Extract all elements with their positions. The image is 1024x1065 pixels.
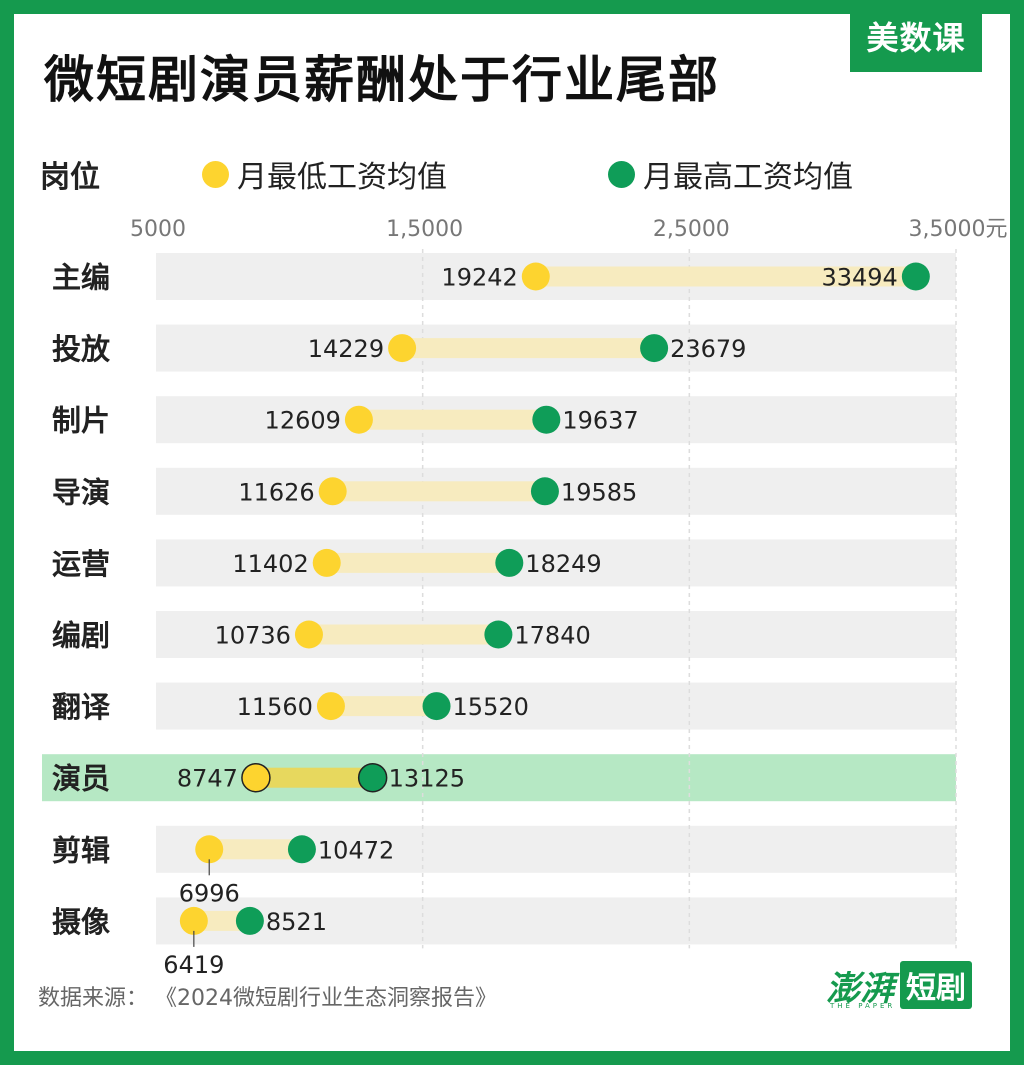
range-bar <box>402 338 655 359</box>
logo-text-paper: 澎湃 <box>826 968 894 1009</box>
low-marker <box>241 762 271 793</box>
high-value-label: 19637 <box>562 407 638 435</box>
range-bar <box>255 767 373 788</box>
low-value-label: 12609 <box>265 407 341 435</box>
low-value-label: 8747 <box>177 765 238 793</box>
high-marker <box>495 548 524 577</box>
row-bg <box>156 539 956 587</box>
high-marker <box>530 477 559 506</box>
category-label: 导演 <box>52 475 110 509</box>
low-value-label: 11626 <box>238 478 314 506</box>
category-label: 制片 <box>52 404 110 438</box>
legend-item-high: 月最高工资均值 <box>608 152 853 196</box>
high-value-label: 18249 <box>525 550 601 578</box>
range-bar <box>209 839 302 860</box>
high-marker <box>901 262 930 291</box>
high-marker <box>640 334 669 363</box>
data-source: 数据来源： 《2024微短剧行业生态洞察报告》 <box>38 986 497 1011</box>
highlight-row-bg <box>42 754 956 802</box>
low-marker <box>179 906 208 935</box>
high-marker <box>287 835 316 864</box>
high-marker <box>484 620 513 649</box>
low-marker <box>195 835 224 864</box>
low-value-label: 11560 <box>237 693 313 721</box>
high-value-label: 19585 <box>561 478 637 506</box>
low-marker <box>521 262 550 291</box>
high-value-label: 15520 <box>453 693 529 721</box>
row-bg <box>156 682 956 730</box>
x-tick-label: 3,5000元 <box>909 217 1008 242</box>
range-bar <box>358 409 547 430</box>
row-bg <box>156 611 956 658</box>
low-marker <box>344 405 373 434</box>
category-label: 运营 <box>52 547 110 581</box>
range-bar <box>332 481 545 502</box>
low-value-label: 11402 <box>232 550 308 578</box>
legend-low-label: 月最低工资均值 <box>237 160 447 195</box>
high-value-label: 8521 <box>266 908 327 936</box>
category-label: 投放 <box>52 332 111 366</box>
high-marker <box>357 762 388 793</box>
high-value-label: 13125 <box>389 765 465 793</box>
x-tick-label: 2,5000 <box>653 217 730 242</box>
high-marker <box>422 692 451 721</box>
category-label: 剪辑 <box>52 833 110 867</box>
legend: 岗位 月最低工资均值 月最高工资均值 <box>40 152 940 195</box>
range-bar <box>330 696 437 717</box>
low-value-label: 19242 <box>441 264 517 292</box>
range-bar <box>193 910 250 931</box>
high-value-label: 23679 <box>670 335 746 363</box>
chart-title: 微短剧演员薪酬处于行业尾部 <box>44 51 720 109</box>
brand-badge: 美数课 <box>850 0 982 72</box>
legend-high-marker <box>608 160 635 188</box>
legend-item-low: 月最低工资均值 <box>202 152 447 196</box>
low-value-label: 6996 <box>179 879 240 907</box>
low-marker <box>318 477 347 506</box>
high-value-label: 33494 <box>821 264 897 292</box>
low-marker <box>388 334 417 363</box>
legend-high-label: 月最高工资均值 <box>643 160 853 195</box>
category-label: 翻译 <box>52 690 111 724</box>
low-marker <box>316 692 345 721</box>
logo: 澎湃 短剧 THE PAPER <box>826 961 972 1010</box>
range-bar <box>308 624 499 645</box>
low-value-label: 14229 <box>308 335 384 363</box>
range-bar <box>535 266 916 287</box>
category-header: 岗位 <box>40 160 100 195</box>
logo-tagline: THE PAPER <box>830 1002 896 1010</box>
high-value-label: 10472 <box>318 836 394 864</box>
legend-low-marker <box>202 160 229 188</box>
x-tick-label: 5000 <box>130 217 186 242</box>
category-label: 摄像 <box>52 905 110 939</box>
logo-text-drama: 短剧 <box>900 961 972 1009</box>
low-value-label: 6419 <box>163 951 224 979</box>
low-value-label: 10736 <box>215 622 291 650</box>
x-tick-label: 1,5000 <box>386 217 463 242</box>
category-label: 主编 <box>52 261 110 295</box>
low-marker <box>312 548 341 577</box>
row-bg <box>156 897 956 945</box>
high-value-label: 17840 <box>514 622 590 650</box>
category-label: 编剧 <box>52 619 110 653</box>
high-marker <box>235 906 264 935</box>
high-marker <box>532 405 561 434</box>
low-marker <box>294 620 323 649</box>
category-label: 演员 <box>52 762 110 796</box>
range-bar <box>326 552 510 573</box>
